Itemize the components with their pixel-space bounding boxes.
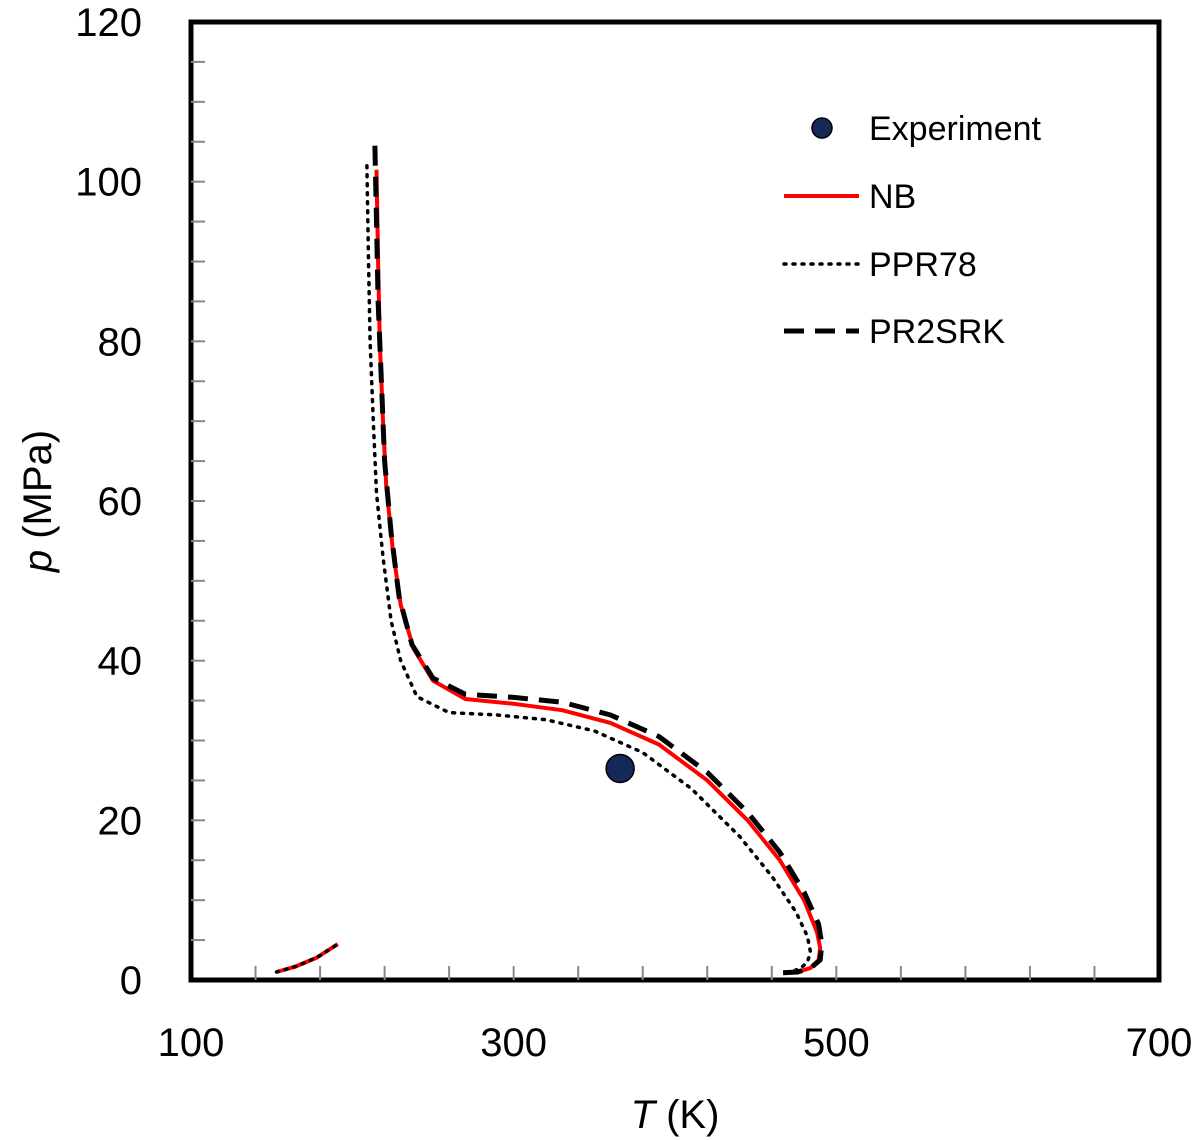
- ppr78-curve-2: [365, 163, 813, 976]
- series-layer: [274, 145, 825, 976]
- pr2srk-curve-1: [372, 145, 825, 976]
- y-tick-label: 100: [75, 161, 142, 205]
- legend-pr2srk-label: PR2SRK: [869, 313, 1005, 351]
- y-tick-label: 80: [98, 320, 143, 364]
- legend: Experiment NB PPR78 PR2SRK: [782, 110, 1042, 351]
- x-tick-label: 300: [480, 1021, 547, 1065]
- ppr78-curve-1: [274, 942, 340, 974]
- tick-labels: 100 300 500 700 0 20 40 60 80 100 120: [75, 1, 1192, 1065]
- plot-area-frame: [188, 19, 1162, 983]
- minor-ticks: [191, 60, 1096, 980]
- y-axis-title: p (MPa): [16, 430, 60, 573]
- legend-experiment-label: Experiment: [869, 110, 1042, 148]
- experiment-point: [605, 753, 635, 784]
- nb-curve-2: [374, 169, 823, 975]
- x-tick-label: 700: [1126, 1021, 1193, 1065]
- x-tick-label: 500: [803, 1021, 870, 1065]
- x-axis-title: T (K): [631, 1093, 720, 1137]
- x-tick-label: 100: [158, 1021, 225, 1065]
- y-tick-label: 40: [98, 640, 143, 684]
- y-tick-label: 120: [75, 1, 142, 45]
- y-tick-label: 20: [98, 799, 143, 843]
- legend-ppr78-label: PPR78: [869, 246, 977, 284]
- y-tick-label: 0: [120, 959, 142, 1003]
- legend-experiment-marker: [811, 117, 833, 139]
- legend-nb-label: NB: [869, 178, 916, 216]
- y-tick-label: 60: [98, 480, 143, 524]
